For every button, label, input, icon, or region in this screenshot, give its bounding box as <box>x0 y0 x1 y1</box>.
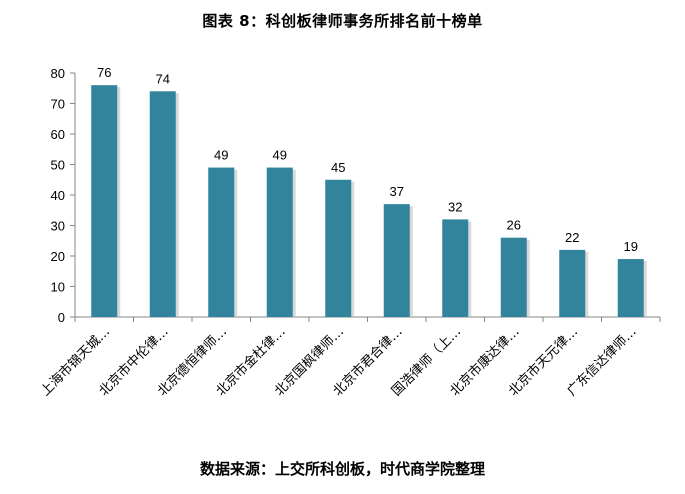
bar-value-label: 76 <box>97 65 111 80</box>
bar-value-label: 45 <box>331 160 345 175</box>
bar <box>500 237 527 317</box>
chart-title: 图表 8：科创板律师事务所排名前十榜单 <box>202 12 483 30</box>
category-labels: 上海市锦天城…北京市中伦律…北京德恒律师…北京市金杜律…北京国枫律师…北京市君合… <box>37 324 639 400</box>
bar <box>91 85 118 317</box>
bar <box>208 167 235 317</box>
bar <box>617 259 644 317</box>
y-tick-label: 20 <box>51 249 65 264</box>
data-labels: 76 74 49 49 45 37 32 26 22 19 <box>97 65 638 254</box>
y-tick-label: 40 <box>51 188 65 203</box>
bar-value-label: 49 <box>214 148 228 163</box>
bar <box>266 167 293 317</box>
bar <box>559 249 586 317</box>
y-axis: 0 10 20 30 40 50 60 70 80 <box>51 66 76 325</box>
chart-source-note: 数据来源：上交所科创板，时代商学院整理 <box>199 460 485 478</box>
y-tick-label: 30 <box>51 219 65 234</box>
bar <box>442 219 469 317</box>
y-tick-label: 60 <box>51 127 65 142</box>
bar-value-label: 19 <box>624 239 638 254</box>
y-tick-label: 10 <box>51 280 65 295</box>
y-tick-label: 70 <box>51 97 65 112</box>
bar-value-label: 26 <box>507 218 521 233</box>
bar-value-label: 49 <box>273 148 287 163</box>
bar <box>325 179 352 317</box>
y-tick-label: 80 <box>51 66 65 81</box>
y-tick-label: 0 <box>58 310 65 325</box>
bar-value-label: 74 <box>156 71 170 86</box>
x-axis <box>74 316 661 322</box>
bar-series <box>91 85 647 317</box>
bar-value-label: 37 <box>390 184 404 199</box>
bar-value-label: 22 <box>565 230 579 245</box>
y-tick-label: 50 <box>51 158 65 173</box>
bar <box>149 91 176 317</box>
bar <box>383 204 410 317</box>
bar-value-label: 32 <box>448 199 462 214</box>
